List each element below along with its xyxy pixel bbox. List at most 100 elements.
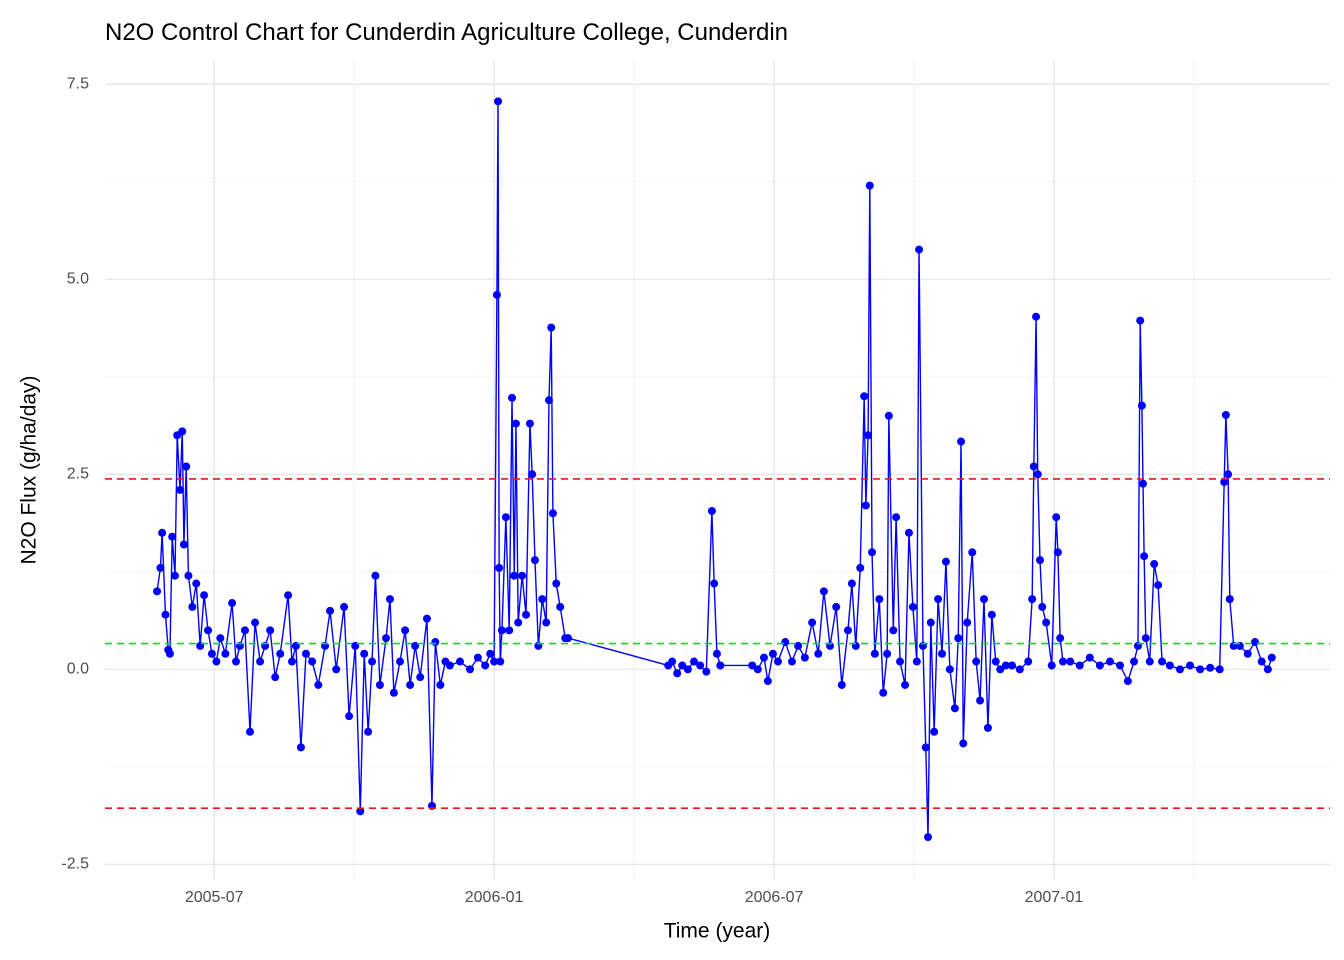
data-point [564, 634, 573, 643]
data-point [883, 649, 892, 658]
data-point [525, 419, 534, 428]
data-point [490, 657, 499, 666]
data-point [768, 649, 777, 658]
data-point [1075, 661, 1084, 670]
data-point [1033, 470, 1042, 479]
data-point [968, 548, 977, 557]
data-point [678, 661, 687, 670]
data-point [221, 649, 230, 658]
data-point [556, 602, 565, 611]
data-point [364, 727, 373, 736]
data-point [979, 595, 988, 604]
data-point [301, 649, 310, 658]
data-point [422, 614, 431, 623]
data-point [884, 411, 893, 420]
data-point [896, 657, 905, 666]
data-point [1095, 661, 1104, 670]
data-point [1032, 312, 1041, 321]
data-point [1015, 665, 1024, 674]
data-point [216, 634, 225, 643]
data-point [702, 667, 711, 676]
data-point [941, 557, 950, 566]
data-point [385, 595, 394, 604]
data-point [505, 626, 514, 635]
data-point [396, 657, 405, 666]
x-axis-title: Time (year) [664, 920, 771, 943]
data-point [865, 181, 874, 190]
data-point [870, 649, 879, 658]
plot-area [105, 97, 1330, 842]
data-point [287, 657, 296, 666]
data-point [808, 618, 817, 627]
data-point [976, 696, 985, 705]
data-point [497, 626, 506, 635]
data-point [996, 665, 1005, 674]
data-point [1085, 653, 1094, 662]
data-point [466, 665, 475, 674]
data-point [496, 657, 505, 666]
data-point [314, 680, 323, 689]
data-point [1206, 663, 1215, 672]
data-point [530, 556, 539, 565]
data-point [1130, 657, 1139, 666]
data-point [938, 649, 947, 658]
data-point [389, 688, 398, 697]
data-point [188, 602, 197, 611]
data-point [492, 290, 501, 299]
data-point [240, 626, 249, 635]
chart-title: N2O Control Chart for Cunderdin Agricult… [105, 19, 788, 46]
data-point [401, 626, 410, 635]
data-point [1257, 657, 1266, 666]
y-tick-label: 2.5 [67, 466, 89, 483]
data-point [759, 653, 768, 662]
data-point [514, 618, 523, 627]
data-point [375, 680, 384, 689]
data-point [707, 506, 716, 515]
data-point [153, 587, 162, 596]
data-point [921, 743, 930, 752]
data-point [773, 657, 782, 666]
data-point [1243, 649, 1252, 658]
x-tick-label: 2006-01 [465, 889, 524, 906]
data-point [522, 610, 531, 619]
data-point [924, 833, 933, 842]
data-point [901, 680, 910, 689]
data-point [868, 548, 877, 557]
data-point [1186, 661, 1195, 670]
x-tick-label: 2007-01 [1025, 889, 1084, 906]
data-point [508, 393, 517, 402]
data-point [904, 528, 913, 537]
data-point [1136, 316, 1145, 325]
data-point [879, 688, 888, 697]
data-point [1028, 595, 1037, 604]
data-point [178, 427, 187, 436]
data-point [184, 571, 193, 580]
data-point [1154, 581, 1163, 590]
data-point [207, 649, 216, 658]
data-point [716, 661, 725, 670]
data-point [753, 665, 762, 674]
y-tick-label: 0.0 [67, 661, 89, 678]
data-point [345, 712, 354, 721]
data-point [1141, 634, 1150, 643]
data-point [875, 595, 884, 604]
data-point [1047, 661, 1056, 670]
data-point [473, 653, 482, 662]
data-point [368, 657, 377, 666]
data-point [436, 680, 445, 689]
data-point [232, 657, 241, 666]
data-point [251, 618, 260, 627]
data-point [1137, 401, 1146, 410]
data-point [1215, 665, 1224, 674]
data-point [843, 626, 852, 635]
data-point [860, 392, 869, 401]
data-point [889, 626, 898, 635]
data-point [296, 743, 305, 752]
data-point [228, 599, 237, 608]
data-point [1224, 470, 1233, 479]
data-point [176, 485, 185, 494]
data-point [406, 680, 415, 689]
data-point [1165, 661, 1174, 670]
data-point [1220, 478, 1229, 487]
